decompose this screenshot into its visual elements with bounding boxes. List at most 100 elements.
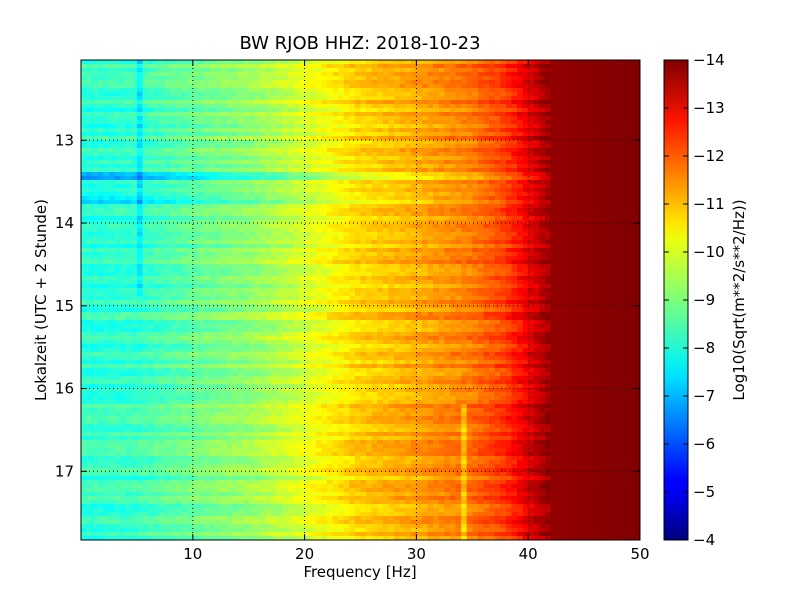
heatmap-cell bbox=[556, 124, 563, 129]
heatmap-cell bbox=[472, 112, 479, 117]
heatmap-cell bbox=[405, 116, 412, 121]
heatmap-cell bbox=[148, 236, 155, 241]
heatmap-cell bbox=[103, 156, 110, 161]
heatmap-cell bbox=[321, 128, 328, 133]
heatmap-cell bbox=[405, 208, 412, 213]
heatmap-cell bbox=[259, 188, 267, 193]
heatmap-cell bbox=[517, 172, 524, 177]
heatmap-cell bbox=[584, 168, 591, 173]
heatmap-cell bbox=[606, 136, 613, 141]
heatmap-cell bbox=[153, 180, 160, 185]
heatmap-cell bbox=[103, 80, 110, 85]
heatmap-cell bbox=[304, 172, 311, 177]
heatmap-cell bbox=[271, 204, 278, 209]
heatmap-cell bbox=[181, 224, 188, 229]
heatmap-cell bbox=[120, 68, 127, 73]
heatmap-cell bbox=[103, 128, 110, 133]
heatmap-cell bbox=[203, 112, 211, 117]
heatmap-cell bbox=[299, 108, 306, 113]
heatmap-cell bbox=[276, 120, 283, 125]
heatmap-cell bbox=[589, 180, 596, 185]
heatmap-cell bbox=[299, 128, 306, 133]
heatmap-cell bbox=[321, 152, 328, 157]
heatmap-cell bbox=[215, 244, 222, 249]
heatmap-cell bbox=[578, 124, 585, 129]
heatmap-cell bbox=[377, 104, 384, 109]
heatmap-cell bbox=[517, 100, 524, 105]
heatmap-cell bbox=[338, 220, 345, 225]
heatmap-cell bbox=[388, 84, 395, 89]
heatmap-cell bbox=[304, 68, 311, 73]
heatmap-cell bbox=[326, 244, 334, 249]
heatmap-cell bbox=[293, 252, 300, 257]
heatmap-cell bbox=[164, 76, 172, 81]
heatmap-cell bbox=[131, 216, 138, 221]
heatmap-cell bbox=[259, 200, 267, 205]
heatmap-cell bbox=[584, 204, 591, 209]
heatmap-cell bbox=[315, 208, 322, 213]
heatmap-cell bbox=[304, 96, 311, 101]
heatmap-cell bbox=[455, 132, 462, 137]
heatmap-cell bbox=[176, 80, 183, 85]
heatmap-cell bbox=[544, 172, 552, 177]
heatmap-cell bbox=[539, 168, 546, 173]
heatmap-cell bbox=[220, 140, 227, 145]
heatmap-cell bbox=[561, 112, 568, 117]
heatmap-cell bbox=[343, 84, 350, 89]
heatmap-cell bbox=[366, 176, 373, 181]
heatmap-cell bbox=[343, 152, 350, 157]
heatmap-cell bbox=[97, 80, 104, 85]
heatmap-cell bbox=[282, 64, 289, 69]
heatmap-cell bbox=[578, 68, 585, 73]
heatmap-cell bbox=[108, 144, 116, 149]
heatmap-cell bbox=[421, 196, 429, 201]
heatmap-cell bbox=[226, 112, 233, 117]
heatmap-cell bbox=[120, 112, 127, 117]
heatmap-cell bbox=[92, 180, 99, 185]
heatmap-cell bbox=[544, 128, 552, 133]
heatmap-cell bbox=[142, 80, 149, 85]
heatmap-cell bbox=[326, 216, 334, 221]
heatmap-cell bbox=[248, 80, 255, 85]
heatmap-cell bbox=[511, 196, 518, 201]
heatmap-cell bbox=[595, 256, 602, 261]
heatmap-cell bbox=[572, 160, 580, 165]
heatmap-cell bbox=[449, 72, 457, 77]
heatmap-cell bbox=[533, 108, 540, 113]
heatmap-cell bbox=[567, 144, 574, 149]
heatmap-cell bbox=[433, 196, 440, 201]
heatmap-cell bbox=[299, 148, 306, 153]
heatmap-cell bbox=[360, 112, 367, 117]
heatmap-cell bbox=[92, 124, 99, 129]
heatmap-cell bbox=[248, 192, 255, 197]
heatmap-cell bbox=[421, 192, 429, 197]
heatmap-cell bbox=[81, 60, 88, 65]
heatmap-cell bbox=[634, 68, 640, 73]
heatmap-cell bbox=[198, 196, 205, 201]
heatmap-cell bbox=[321, 212, 328, 217]
heatmap-cell bbox=[533, 96, 540, 101]
heatmap-cell bbox=[371, 200, 378, 205]
heatmap-cell bbox=[148, 160, 155, 165]
heatmap-cell bbox=[103, 232, 110, 237]
heatmap-cell bbox=[287, 176, 295, 181]
heatmap-cell bbox=[517, 68, 524, 73]
heatmap-cell bbox=[500, 180, 507, 185]
heatmap-cell bbox=[86, 212, 93, 217]
heatmap-cell bbox=[310, 120, 317, 125]
heatmap-cell bbox=[248, 92, 255, 97]
heatmap-cell bbox=[92, 100, 99, 105]
heatmap-cell bbox=[623, 184, 630, 189]
heatmap-cell bbox=[388, 108, 395, 113]
heatmap-cell bbox=[466, 68, 473, 73]
heatmap-cell bbox=[164, 80, 172, 85]
heatmap-cell bbox=[377, 244, 384, 249]
heatmap-cell bbox=[360, 244, 367, 249]
heatmap-cell bbox=[578, 172, 585, 177]
heatmap-cell bbox=[108, 228, 116, 233]
heatmap-cell bbox=[265, 228, 272, 233]
heatmap-cell bbox=[282, 196, 289, 201]
heatmap-cell bbox=[92, 144, 99, 149]
heatmap-cell bbox=[332, 140, 339, 145]
heatmap-cell bbox=[595, 80, 602, 85]
